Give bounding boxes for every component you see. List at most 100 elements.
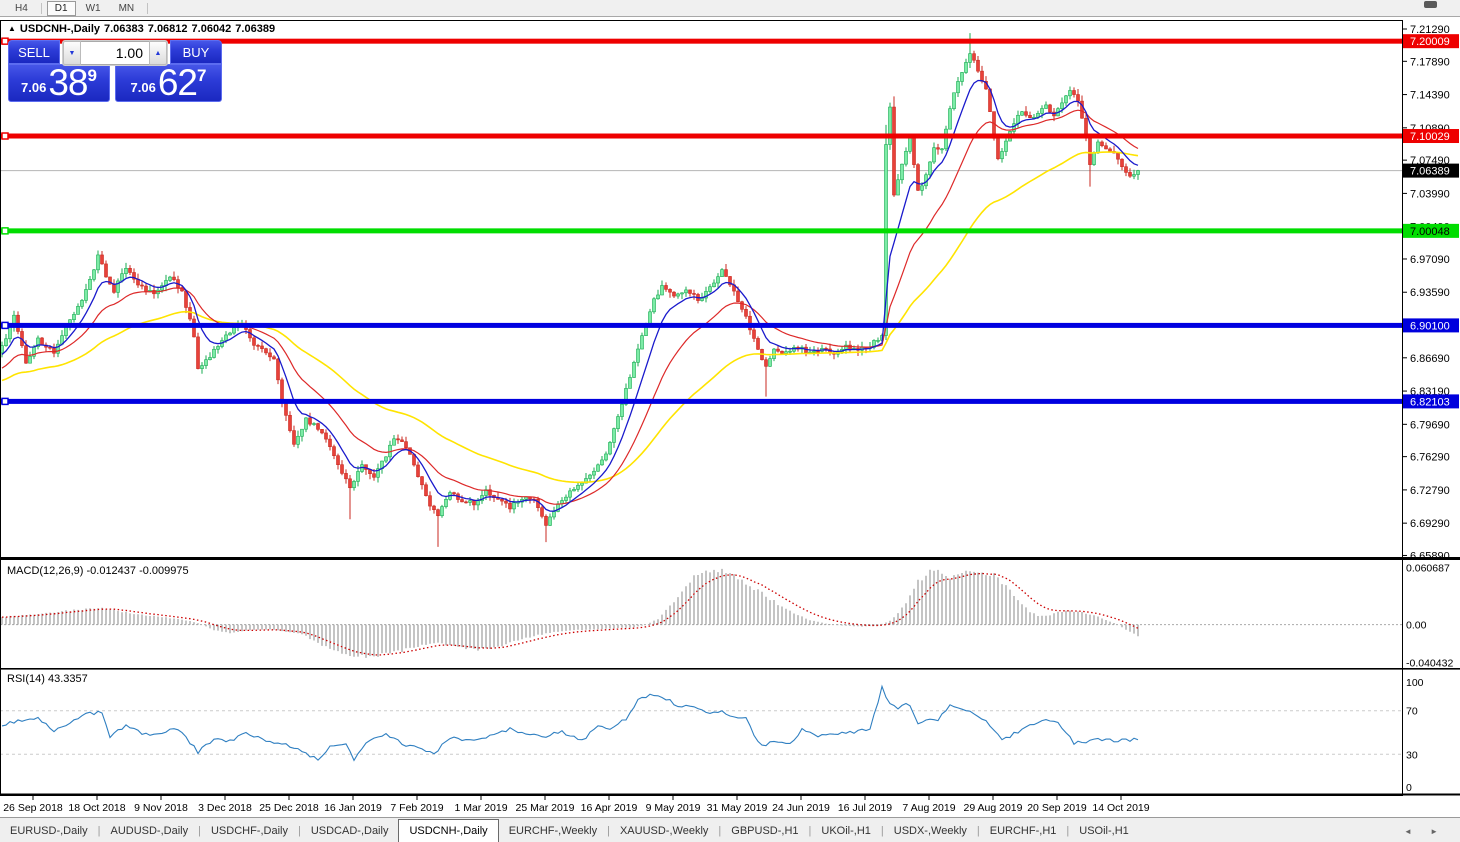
fast-ma-line	[1, 79, 1139, 512]
indicator-layer	[0, 568, 1402, 762]
date-tick-label: 1 Mar 2019	[454, 802, 507, 814]
price-badge-7.06389: 7.06389	[1403, 163, 1459, 178]
tab-separator: |	[97, 825, 101, 837]
buy-price-button[interactable]: 7.06 62 7	[115, 61, 222, 103]
date-tick-label: 24 Jun 2019	[772, 802, 830, 814]
tab-separator: |	[718, 825, 722, 837]
frame-layer	[0, 20, 1460, 796]
date-tick-label: 7 Feb 2019	[390, 802, 443, 814]
price-tick-label: 6.93590	[1410, 287, 1450, 299]
slow-ma-line	[1, 151, 1139, 484]
chart-title: ▲ USDCNH-,Daily 7.06383 7.06812 7.06042 7.063…	[8, 23, 279, 35]
sell-price-big: 38	[48, 61, 88, 103]
buy-button[interactable]: BUY	[170, 40, 222, 64]
buy-button-label: BUY	[182, 44, 210, 60]
macd-scale-label: 0.00	[1406, 620, 1427, 632]
date-tick-label: 9 May 2019	[646, 802, 701, 814]
macd-scale-label: 0.060687	[1406, 563, 1450, 575]
rsi-scale-label: 100	[1406, 677, 1424, 689]
rsi-scale-label: 0	[1406, 782, 1412, 794]
sell-price-button[interactable]: 7.06 38 9	[8, 61, 110, 103]
buy-price-sup: 7	[197, 66, 207, 85]
macd-values: -0.012437 -0.009975	[86, 565, 189, 577]
date-tick-label: 18 Oct 2018	[68, 802, 125, 814]
macd-label: MACD(12,26,9) -0.012437 -0.009975	[7, 565, 189, 577]
axis-layer: 7.212907.178907.143907.108907.074907.039…	[3, 24, 1459, 814]
svg-text:6.82103: 6.82103	[1410, 396, 1450, 408]
volume-decrease-icon[interactable]: ▼	[63, 41, 81, 65]
buy-price-big: 62	[157, 61, 198, 103]
date-tick-label: 29 Aug 2019	[964, 802, 1023, 814]
date-tick-label: 16 Jan 2019	[324, 802, 382, 814]
macd-signal-line	[2, 572, 1139, 656]
horizontal-line-6.82103[interactable]	[0, 397, 1402, 406]
tab-separator: |	[880, 825, 884, 837]
macd-name: MACD(12,26,9)	[7, 565, 84, 577]
macd-histogram	[1, 568, 1139, 658]
price-badge-6.90100: 6.90100	[1403, 318, 1459, 333]
chart-tab-eurchf-h1[interactable]: EURCHF-,H1	[989, 825, 1057, 837]
tab-separator: |	[198, 825, 201, 837]
price-tick-label: 6.79690	[1410, 419, 1450, 431]
ohlc-open: 7.06383	[104, 23, 144, 35]
svg-text:7.00048: 7.00048	[1410, 226, 1450, 238]
tab-separator: |	[808, 825, 812, 837]
svg-text:7.10029: 7.10029	[1410, 131, 1450, 143]
chart-tab-eurchf-weekly[interactable]: EURCHF-,Weekly	[508, 825, 598, 837]
timeframe-button-mn[interactable]: MN	[118, 2, 135, 14]
svg-text:6.90100: 6.90100	[1410, 320, 1450, 332]
ohlc-low: 7.06042	[191, 23, 232, 35]
date-tick-label: 16 Apr 2019	[581, 802, 638, 814]
rsi-scale-label: 30	[1406, 749, 1418, 761]
chart-tab-usdcnh-daily[interactable]: USDCNH-,Daily	[398, 819, 499, 842]
price-badge-7.20009: 7.20009	[1403, 34, 1459, 49]
chart-tab-usdcad-daily[interactable]: USDCAD-,Daily	[310, 825, 389, 837]
chart-tab-audusd-daily[interactable]: AUDUSD-,Daily	[110, 825, 189, 837]
date-tick-label: 14 Oct 2019	[1092, 802, 1149, 814]
volume-increase-icon[interactable]: ▲	[149, 41, 167, 65]
collapse-panel-icon[interactable]: ▲	[8, 24, 16, 33]
price-tick-label: 6.65890	[1410, 550, 1450, 562]
timeframe-button-d1[interactable]: D1	[46, 0, 76, 16]
chart-tab-usdchf-daily[interactable]: USDCHF-,Daily	[210, 825, 288, 837]
tab-separator: |	[607, 825, 610, 837]
chart-tab-bar: EURUSD-,Daily | AUDUSD-,Daily | USDCHF-,Dail…	[0, 817, 1460, 842]
timeframe-button-w1[interactable]: W1	[85, 2, 101, 14]
rsi-scale-label: 70	[1406, 706, 1418, 718]
horizontal-line-6.90100[interactable]	[0, 321, 1402, 330]
sell-button[interactable]: SELL	[8, 40, 60, 64]
price-tick-label: 6.86690	[1410, 353, 1450, 365]
chart-tab-ukoil-h1[interactable]: UKOil-,H1	[821, 825, 871, 837]
date-tick-label: 7 Aug 2019	[902, 802, 955, 814]
price-tick-label: 6.76290	[1410, 452, 1450, 464]
chart-tab-eurusd-daily[interactable]: EURUSD-,Daily	[10, 825, 88, 837]
chart-tab-usdx-weekly[interactable]: USDX-,Weekly	[893, 825, 967, 837]
chart-tab-gbpusd-h1[interactable]: GBPUSD-,H1	[731, 825, 799, 837]
tab-separator: |	[297, 825, 301, 837]
price-tick-label: 7.21290	[1410, 24, 1450, 36]
window-icon[interactable]	[1424, 1, 1437, 8]
price-tick-label: 6.72790	[1410, 485, 1450, 497]
chart-tab-usoil-h1[interactable]: USOil-,H1	[1079, 825, 1129, 837]
horizontal-line-7.10029[interactable]	[0, 132, 1402, 140]
sell-price-small: 7.06	[21, 80, 47, 95]
date-tick-label: 3 Dec 2018	[198, 802, 252, 814]
horizontal-line-7.00048[interactable]	[0, 227, 1402, 235]
price-badge-6.82103: 6.82103	[1403, 394, 1459, 409]
volume-input[interactable]	[81, 41, 149, 65]
rsi-name: RSI(14)	[7, 673, 45, 685]
price-badge-7.00048: 7.00048	[1403, 223, 1459, 238]
price-badge-7.10029: 7.10029	[1403, 129, 1459, 144]
price-tick-label: 7.14390	[1410, 90, 1450, 102]
date-tick-label: 9 Nov 2018	[134, 802, 188, 814]
rsi-value: 43.3357	[47, 673, 88, 685]
chart-tab-xauusd-weekly[interactable]: XAUUSD-,Weekly	[619, 825, 709, 837]
tab-scroll-arrows[interactable]: ◄ ►	[1403, 827, 1446, 836]
timeframe-button-h4[interactable]: H4	[15, 2, 28, 14]
price-tick-label: 7.17890	[1410, 56, 1450, 68]
price-tick-label: 7.03990	[1410, 188, 1450, 200]
svg-text:7.06389: 7.06389	[1410, 166, 1450, 178]
date-tick-label: 25 Dec 2018	[259, 802, 319, 814]
date-tick-label: 26 Sep 2018	[3, 802, 63, 814]
